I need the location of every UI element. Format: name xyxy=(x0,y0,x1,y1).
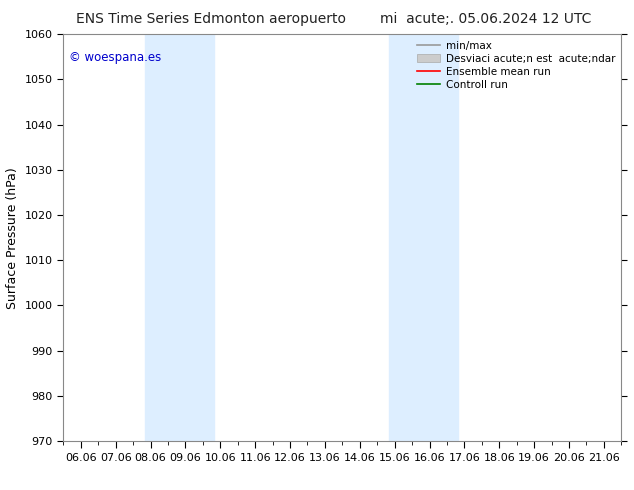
Text: ENS Time Series Edmonton aeropuerto: ENS Time Series Edmonton aeropuerto xyxy=(76,12,346,26)
Text: © woespana.es: © woespana.es xyxy=(69,50,161,64)
Bar xyxy=(145,34,214,441)
Legend: min/max, Desviaci acute;n est  acute;ndar, Ensemble mean run, Controll run: min/max, Desviaci acute;n est acute;ndar… xyxy=(413,36,619,94)
Y-axis label: Surface Pressure (hPa): Surface Pressure (hPa) xyxy=(6,167,19,309)
Text: mi  acute;. 05.06.2024 12 UTC: mi acute;. 05.06.2024 12 UTC xyxy=(380,12,592,26)
Bar xyxy=(389,34,458,441)
